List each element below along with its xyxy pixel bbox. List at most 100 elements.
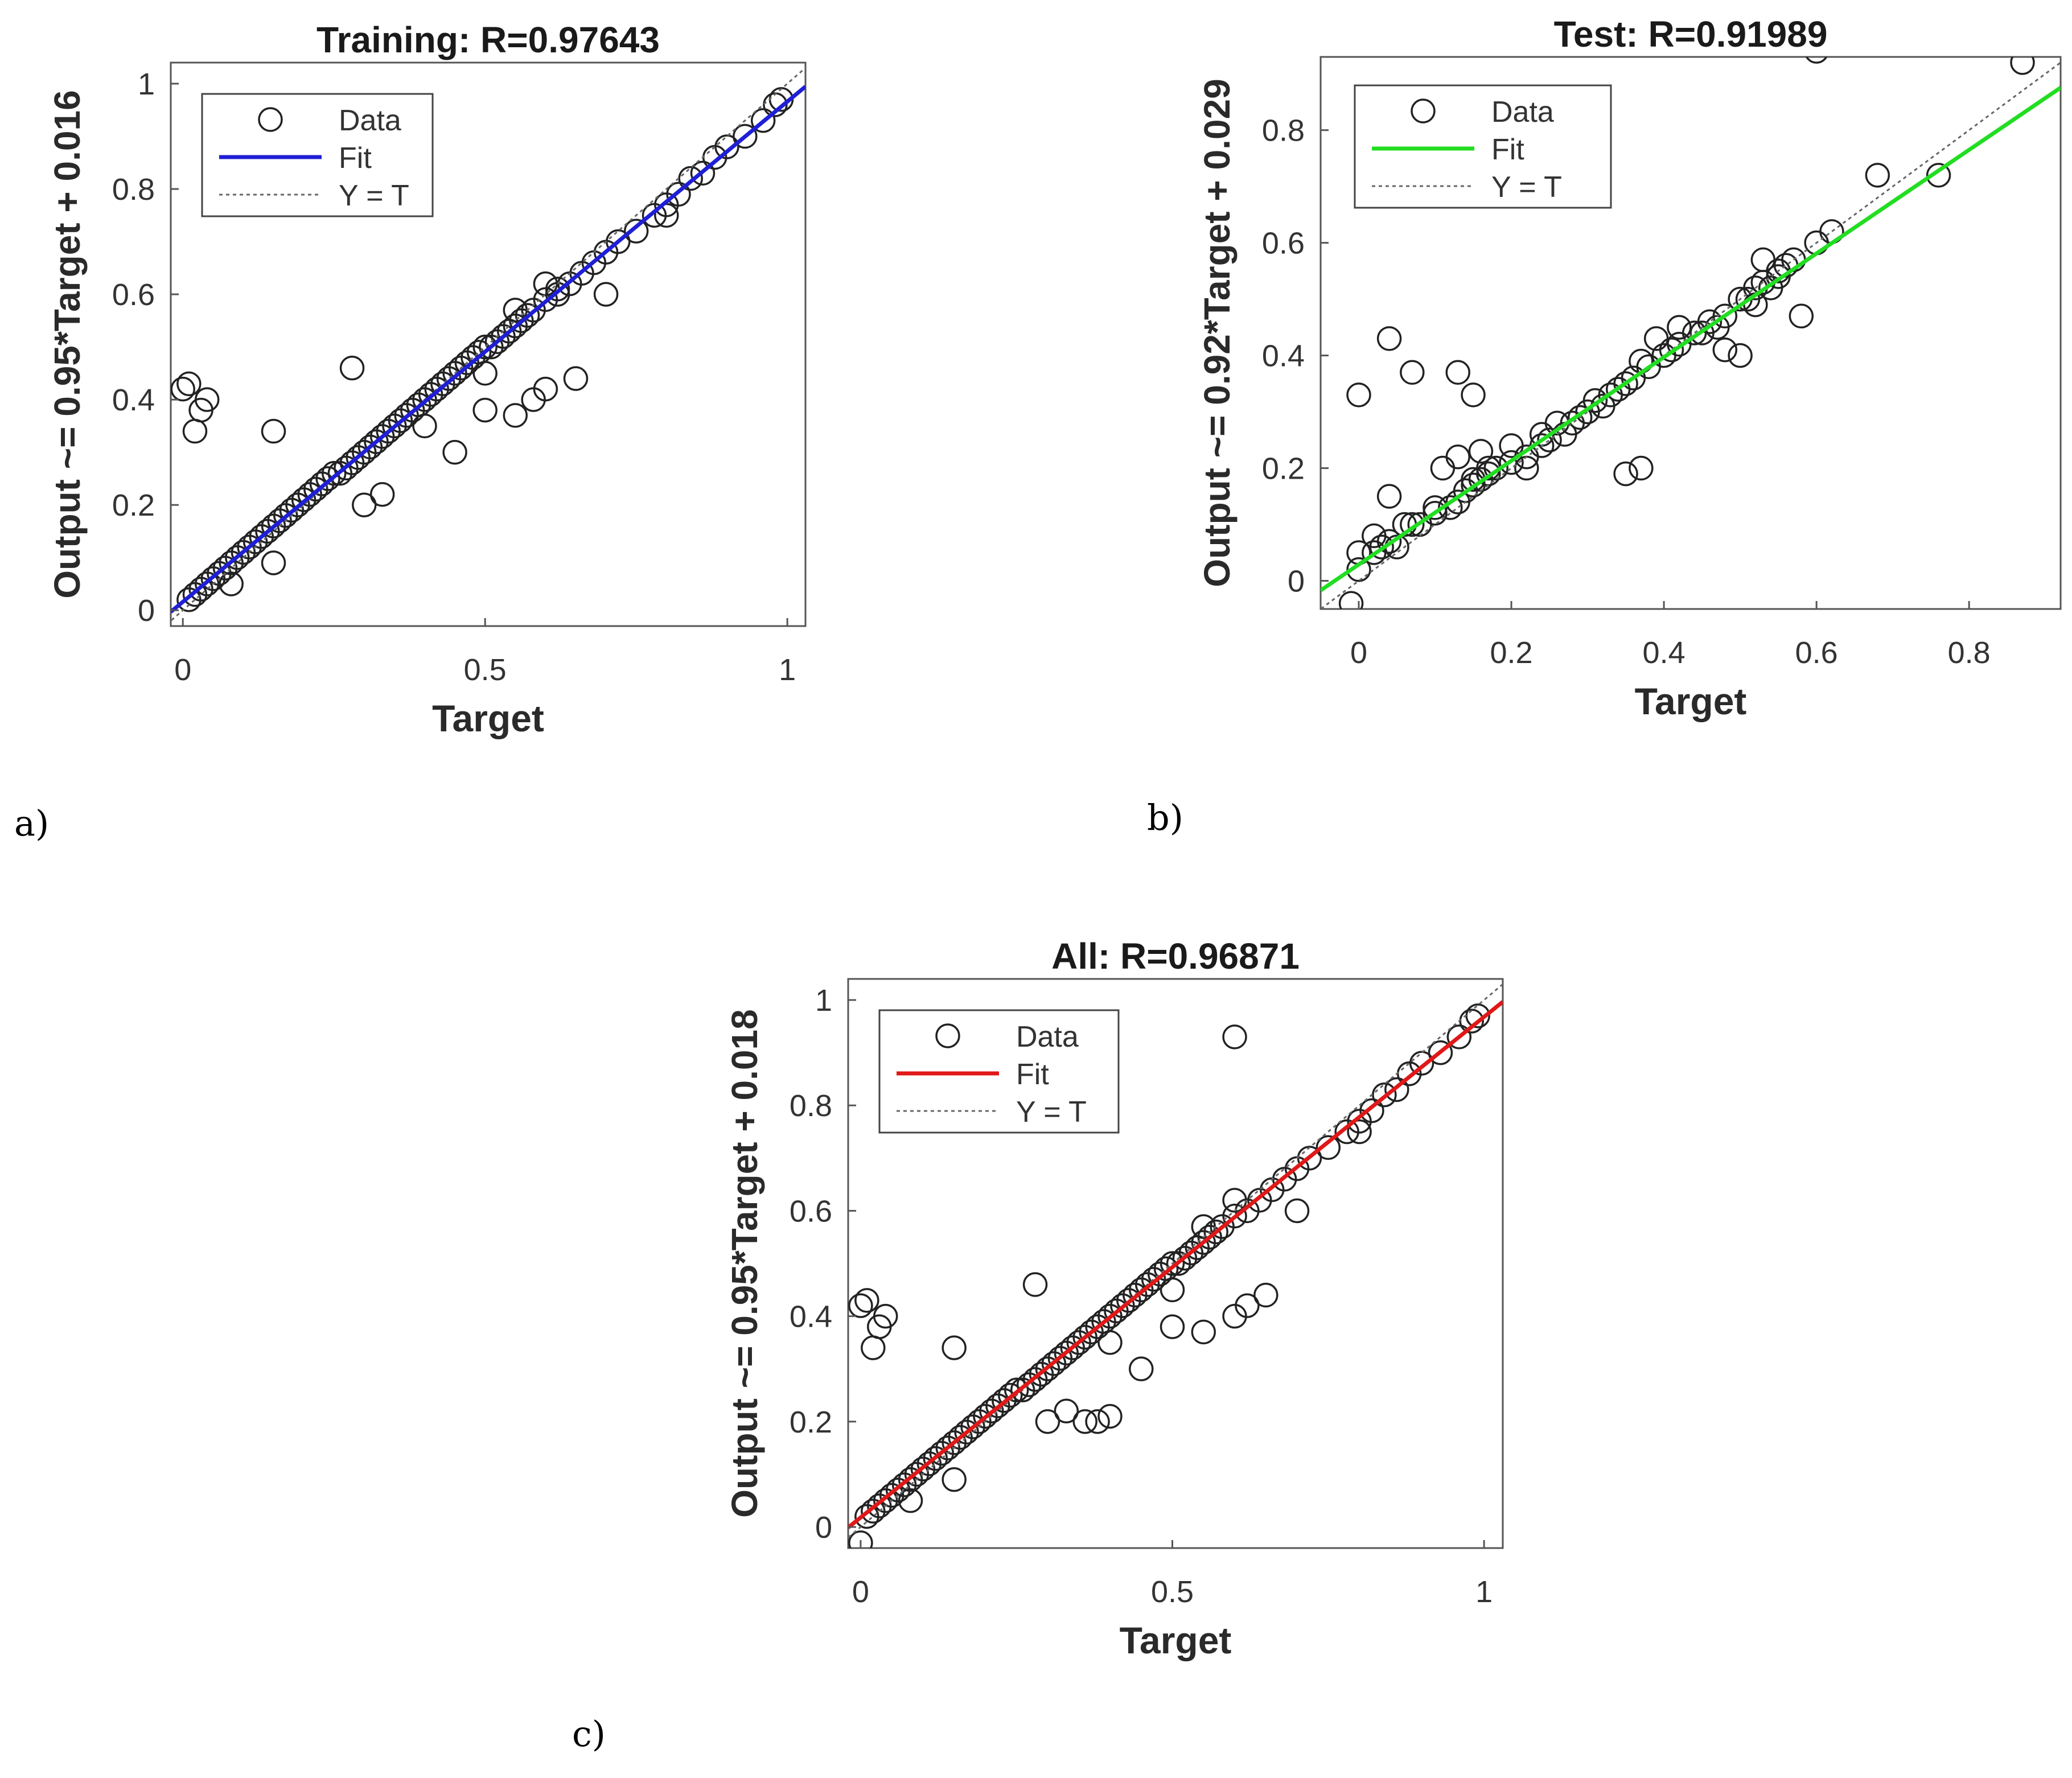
y-tick-label: 0.8 (790, 1089, 832, 1123)
chart-panel-test: 0 0.2 0.4 0.6 0.8 0 0.2 0.4 0.6 0.8 Test: R=0.9198… (1025, 0, 2072, 838)
data-point (1712, 303, 1738, 329)
data-point (1613, 461, 1638, 487)
data-point (750, 108, 776, 133)
data-point (1222, 1203, 1247, 1229)
data-point (1865, 163, 1890, 188)
data-point (1926, 163, 1951, 188)
data-point (339, 355, 365, 381)
data-point (1072, 1409, 1097, 1434)
y-axis-label: Output ~= 0.92*Target + 0.029 (1197, 79, 1238, 587)
data-point (1728, 343, 1753, 368)
chart-panel-all: 0 0.5 1 0 0.2 0.4 0.6 0.8 1 All: R=0.96871 Target O… (572, 911, 1548, 1764)
data-point (1160, 1314, 1185, 1339)
legend-label-yt: Y = T (339, 179, 409, 212)
data-point (176, 371, 202, 397)
y-tick-label: 0.4 (790, 1300, 832, 1334)
data-point (854, 1288, 879, 1313)
data-point (352, 492, 377, 517)
data-point (942, 1335, 967, 1360)
chart-training: 0 0.5 1 0 0.2 0.4 0.6 0.8 1 Training: R=0.97643 Ta… (47, 19, 807, 739)
data-point (898, 1488, 923, 1513)
legend-label-fit: Fit (1491, 133, 1524, 166)
data-point (848, 1530, 873, 1548)
data-point (442, 439, 467, 465)
data-point (533, 376, 558, 402)
data-point (1805, 57, 1828, 64)
data-point (1160, 1251, 1185, 1276)
data-point (593, 282, 619, 307)
data-point (1750, 247, 1776, 273)
data-point (1035, 1409, 1060, 1434)
x-tick-label: 0.4 (1643, 636, 1685, 670)
data-point (1129, 1356, 1154, 1381)
data-point (733, 124, 758, 149)
data-point (1253, 1282, 1278, 1308)
data-point (1423, 495, 1448, 520)
data-point (369, 481, 395, 507)
y-axis-label: Output ~= 0.95*Target + 0.018 (724, 1009, 765, 1517)
plot-layer (848, 983, 1503, 1548)
data-point (1667, 315, 1692, 340)
y-tick-label: 0.4 (112, 383, 155, 417)
chart-all: 0 0.5 1 0 0.2 0.4 0.6 0.8 1 All: R=0.96871 Target O… (724, 936, 1504, 1661)
fit-line (171, 85, 805, 614)
legend-label-yt: Y = T (1016, 1096, 1087, 1129)
data-point (666, 182, 691, 207)
y-tick-label: 0.6 (790, 1194, 832, 1228)
data-point (321, 460, 347, 486)
data-point (942, 1467, 967, 1492)
data-point (1400, 512, 1425, 537)
data-point (1445, 360, 1470, 385)
legend-label-fit: Fit (1016, 1058, 1049, 1091)
data-point (1376, 529, 1402, 554)
x-tick-label: 0.5 (464, 653, 507, 687)
y-axis-label: Output ~= 0.95*Target + 0.016 (47, 90, 88, 598)
chart-title: Training: R=0.97643 (316, 19, 660, 60)
data-point (873, 1303, 898, 1329)
data-point (1712, 337, 1738, 363)
data-point (1235, 1293, 1260, 1318)
panel-label-c: c) (572, 1713, 606, 1755)
x-tick-label: 0.8 (1948, 636, 1991, 670)
legend-data-marker (935, 1023, 960, 1048)
data-point (1222, 1024, 1247, 1049)
y-tick-label: 1 (138, 67, 155, 101)
data-point (194, 387, 220, 412)
data-point (1054, 1398, 1079, 1424)
data-point (1605, 377, 1631, 402)
data-point (1613, 371, 1638, 396)
data-point (1191, 1319, 1216, 1345)
data-point (1446, 1024, 1472, 1049)
data-point (1315, 1135, 1341, 1160)
data-point (678, 166, 703, 191)
data-point (1567, 405, 1593, 430)
data-point (472, 334, 498, 360)
data-point (1097, 1404, 1123, 1429)
data-point (515, 303, 540, 328)
y-tick-label: 0.2 (1262, 452, 1305, 486)
y-tick-label: 0.2 (112, 488, 155, 522)
chart-panel-training: 0 0.5 1 0 0.2 0.4 0.6 0.8 1 Training: R=0.97643 Ta… (0, 0, 1025, 844)
data-point (472, 361, 498, 386)
x-tick-label: 0.5 (1151, 1575, 1194, 1609)
data-point (472, 397, 498, 423)
chart-title: Test: R=0.91989 (1554, 14, 1828, 55)
plot-layer (1321, 57, 2061, 609)
legend-label-data: Data (339, 104, 401, 137)
plot-layer (171, 67, 805, 622)
data-point (261, 418, 286, 444)
legend-data-marker (1411, 98, 1436, 124)
data-point (1347, 1119, 1372, 1145)
data-point (1438, 495, 1463, 520)
legend-label-yt: Y = T (1491, 171, 1562, 204)
data-point (690, 160, 716, 186)
reference-line-y-equals-t (171, 67, 805, 622)
x-tick-label: 0 (174, 653, 191, 687)
chart-test: 0 0.2 0.4 0.6 0.8 0 0.2 0.4 0.6 0.8 Test: R=0.9198… (1197, 14, 2062, 722)
legend-label-data: Data (1491, 96, 1554, 129)
data-point (1376, 326, 1402, 351)
data-point (533, 271, 558, 297)
data-point (1004, 1377, 1029, 1402)
data-point (848, 1293, 873, 1318)
y-tick-label: 0 (1288, 565, 1305, 599)
